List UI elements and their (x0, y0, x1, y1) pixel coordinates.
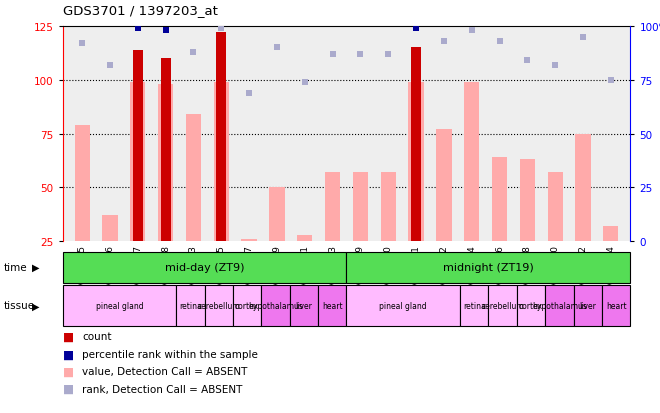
Text: pineal gland: pineal gland (96, 301, 143, 310)
Text: time: time (3, 262, 27, 273)
Text: ▶: ▶ (32, 301, 39, 311)
Text: cerebellum: cerebellum (197, 301, 240, 310)
Bar (409, 83, 424, 242)
Bar (161, 59, 170, 242)
Text: ■: ■ (63, 347, 74, 361)
Text: hypothalamus: hypothalamus (532, 301, 587, 310)
Bar (603, 227, 618, 242)
Text: liver: liver (579, 301, 596, 310)
Bar (411, 48, 421, 242)
Text: ■: ■ (63, 330, 74, 343)
Bar (325, 173, 341, 242)
Bar (205, 285, 233, 326)
Text: percentile rank within the sample: percentile rank within the sample (82, 349, 258, 359)
Text: ■: ■ (63, 382, 74, 395)
Bar (63, 252, 346, 283)
Bar (242, 240, 257, 242)
Bar (233, 285, 261, 326)
Bar (214, 83, 229, 242)
Bar (102, 216, 117, 242)
Bar (517, 285, 545, 326)
Text: tissue: tissue (3, 301, 34, 311)
Text: count: count (82, 332, 112, 342)
Text: value, Detection Call = ABSENT: value, Detection Call = ABSENT (82, 366, 248, 376)
Bar (492, 158, 507, 242)
Bar (381, 173, 396, 242)
Text: hypothalamus: hypothalamus (248, 301, 303, 310)
Bar (346, 285, 460, 326)
Text: cortex: cortex (519, 301, 543, 310)
Text: rank, Detection Call = ABSENT: rank, Detection Call = ABSENT (82, 384, 243, 394)
Bar (176, 285, 205, 326)
Bar (574, 285, 602, 326)
Bar (548, 173, 563, 242)
Bar (602, 285, 630, 326)
Text: heart: heart (606, 301, 626, 310)
Bar (63, 285, 176, 326)
Bar (464, 83, 479, 242)
Bar (436, 130, 451, 242)
Bar (133, 50, 143, 242)
Bar (290, 285, 318, 326)
Text: heart: heart (322, 301, 343, 310)
Text: cerebellum: cerebellum (481, 301, 524, 310)
Bar (576, 134, 591, 242)
Text: cortex: cortex (235, 301, 259, 310)
Bar (519, 160, 535, 242)
Text: midnight (ZT19): midnight (ZT19) (443, 262, 534, 273)
Text: ▶: ▶ (32, 262, 39, 273)
Bar (269, 188, 284, 242)
Bar (186, 115, 201, 242)
Bar (158, 85, 174, 242)
Bar (216, 33, 226, 242)
Bar (75, 126, 90, 242)
Bar (130, 83, 145, 242)
Text: retina: retina (463, 301, 486, 310)
Bar (346, 252, 630, 283)
Bar (545, 285, 574, 326)
Text: GDS3701 / 1397203_at: GDS3701 / 1397203_at (63, 4, 218, 17)
Text: liver: liver (296, 301, 312, 310)
Bar (460, 285, 488, 326)
Text: pineal gland: pineal gland (379, 301, 427, 310)
Bar (488, 285, 517, 326)
Text: ■: ■ (63, 365, 74, 378)
Bar (318, 285, 346, 326)
Bar (352, 173, 368, 242)
Bar (261, 285, 290, 326)
Text: retina: retina (179, 301, 202, 310)
Text: mid-day (ZT9): mid-day (ZT9) (165, 262, 244, 273)
Bar (297, 235, 312, 242)
